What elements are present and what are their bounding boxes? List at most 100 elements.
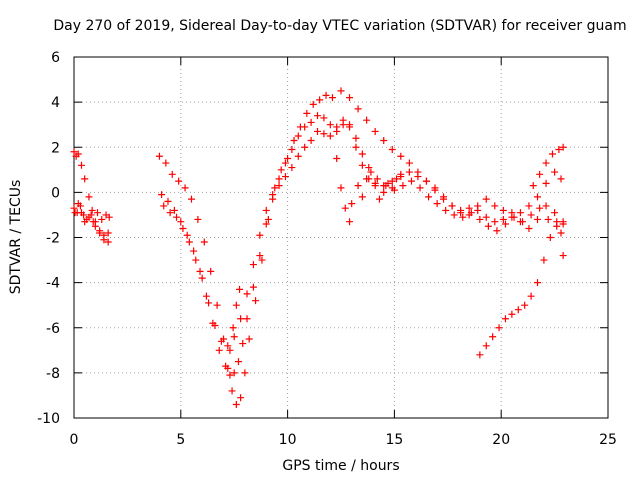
data-point: [407, 177, 415, 185]
data-point: [525, 202, 533, 210]
data-point: [525, 224, 533, 232]
data-point: [337, 184, 345, 192]
data-points: [70, 87, 567, 408]
data-point: [536, 170, 544, 178]
data-point: [328, 94, 336, 102]
data-point: [346, 94, 354, 102]
data-point: [358, 161, 366, 169]
data-point: [215, 346, 223, 354]
data-point: [271, 184, 279, 192]
data-point: [482, 195, 490, 203]
data-point: [553, 218, 561, 226]
y-tick-label: 6: [51, 50, 60, 66]
data-point: [371, 182, 379, 190]
data-point: [527, 211, 535, 219]
series-t7: [226, 285, 244, 354]
data-point: [405, 168, 413, 176]
data-point: [262, 220, 270, 228]
data-point: [450, 211, 458, 219]
data-point: [98, 215, 106, 223]
data-point: [322, 91, 330, 99]
data-point: [534, 279, 542, 287]
data-point: [228, 387, 236, 395]
data-point: [70, 204, 78, 212]
data-point: [380, 182, 388, 190]
chart-title: Day 270 of 2019, Sidereal Day-to-day VTE…: [53, 18, 626, 34]
data-point: [91, 222, 99, 230]
data-point: [516, 209, 524, 217]
data-point: [277, 166, 285, 174]
data-point: [527, 292, 535, 300]
data-point: [236, 285, 244, 293]
data-point: [459, 213, 467, 221]
data-point: [85, 193, 93, 201]
x-tick-label: 25: [599, 432, 617, 448]
data-point: [476, 215, 484, 223]
data-point: [81, 175, 89, 183]
data-point: [202, 292, 210, 300]
data-point: [275, 175, 283, 183]
data-point: [431, 184, 439, 192]
data-point: [448, 202, 456, 210]
series-t2: [70, 202, 112, 246]
data-point: [367, 168, 375, 176]
data-point: [190, 247, 198, 255]
data-point: [544, 215, 552, 223]
data-point: [393, 175, 401, 183]
data-point: [301, 123, 309, 131]
data-point: [358, 150, 366, 158]
data-point: [316, 96, 324, 104]
data-point: [162, 159, 170, 167]
data-point: [237, 394, 245, 402]
data-point: [557, 229, 565, 237]
data-point: [529, 182, 537, 190]
data-point: [77, 209, 85, 217]
series-t4: [155, 87, 565, 408]
data-point: [81, 218, 89, 226]
data-point: [168, 170, 176, 178]
data-point: [542, 179, 550, 187]
data-point: [542, 159, 550, 167]
data-point: [232, 301, 240, 309]
x-tick-label: 20: [492, 432, 510, 448]
x-tick-label: 5: [176, 432, 185, 448]
data-point: [160, 202, 168, 210]
data-point: [262, 206, 270, 214]
data-point: [179, 224, 187, 232]
data-point: [241, 369, 249, 377]
data-point: [177, 218, 185, 226]
data-point: [288, 146, 296, 154]
data-point: [192, 256, 200, 264]
data-point: [173, 213, 181, 221]
data-point: [388, 177, 396, 185]
y-tick-label: 0: [51, 185, 60, 201]
data-point: [269, 191, 277, 199]
data-point: [105, 213, 113, 221]
data-point: [237, 315, 245, 323]
series-t1: [70, 148, 112, 239]
data-point: [104, 238, 112, 246]
data-point: [198, 274, 206, 282]
y-tick-label: 4: [51, 95, 60, 111]
series-t10: [476, 218, 567, 359]
data-point: [489, 333, 497, 341]
data-point: [200, 238, 208, 246]
data-point: [548, 150, 556, 158]
data-point: [405, 159, 413, 167]
data-point: [457, 209, 465, 217]
data-point: [482, 213, 490, 221]
data-point: [229, 324, 237, 332]
y-axis-label: SDTVAR / TECUs: [8, 180, 24, 295]
data-point: [333, 155, 341, 163]
data-point: [309, 100, 317, 108]
data-point: [346, 218, 354, 226]
data-point: [559, 220, 567, 228]
y-tick-label: 2: [51, 140, 60, 156]
data-point: [371, 127, 379, 135]
data-point: [320, 130, 328, 138]
data-point: [373, 175, 381, 183]
data-point: [222, 362, 230, 370]
data-point: [93, 209, 101, 217]
data-point: [226, 346, 234, 354]
